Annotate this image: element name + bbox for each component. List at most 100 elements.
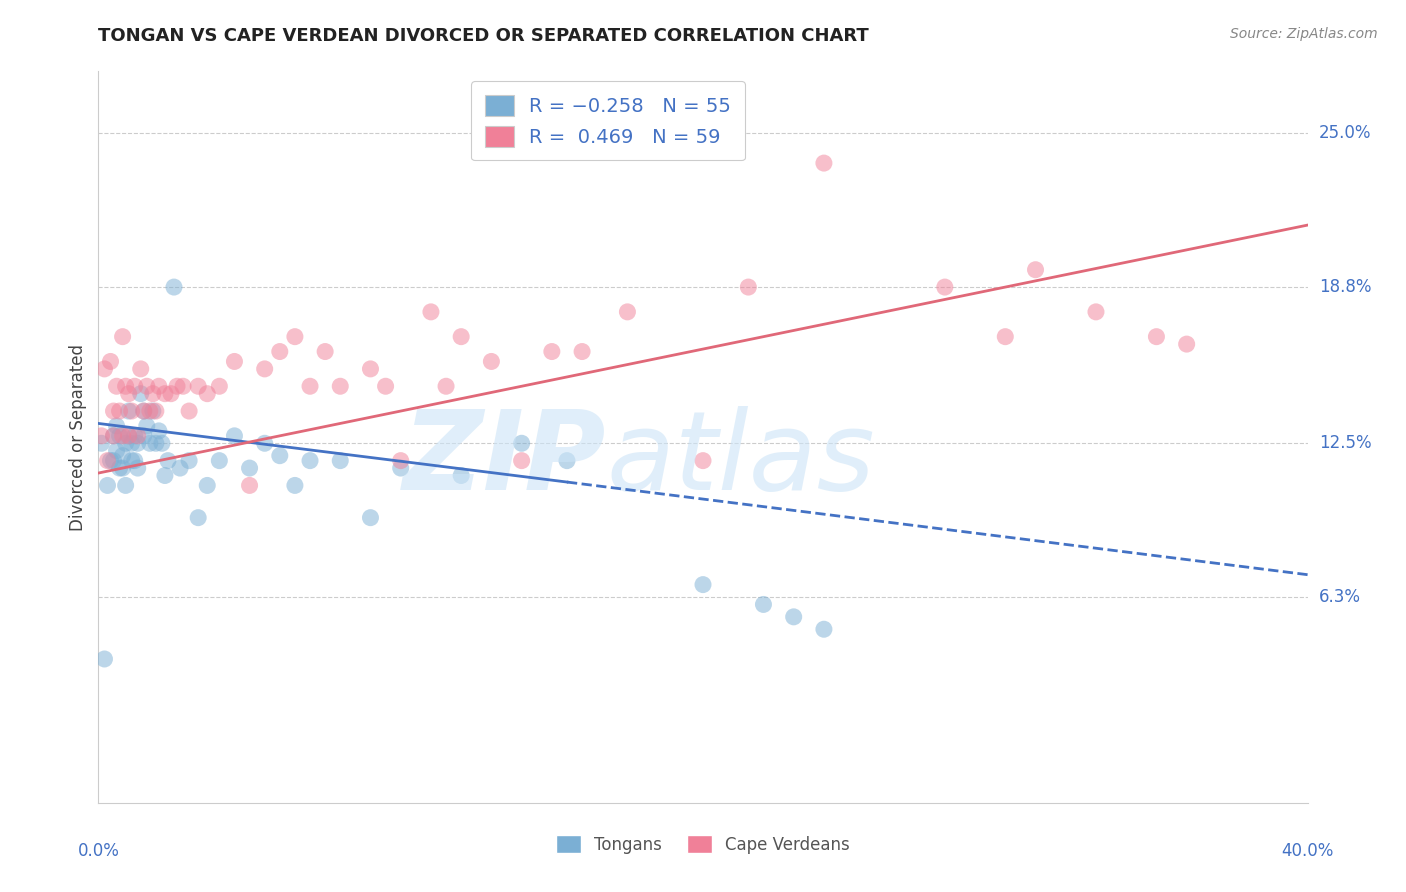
- Text: Source: ZipAtlas.com: Source: ZipAtlas.com: [1230, 27, 1378, 41]
- Point: [239, 461, 262, 475]
- Point: [156, 453, 179, 467]
- Legend: Tongans, Cape Verdeans: Tongans, Cape Verdeans: [550, 829, 856, 860]
- Point: [169, 461, 191, 475]
- Point: [224, 429, 246, 443]
- Text: atlas: atlas: [606, 406, 875, 513]
- Point: [105, 443, 128, 458]
- Point: [208, 379, 231, 393]
- Point: [111, 329, 134, 343]
- Point: [187, 510, 209, 524]
- Text: 40.0%: 40.0%: [1281, 842, 1334, 860]
- Point: [434, 379, 457, 393]
- Point: [111, 429, 134, 443]
- Point: [114, 478, 136, 492]
- Point: [105, 418, 128, 433]
- Point: [616, 305, 638, 319]
- Point: [90, 429, 112, 443]
- Point: [813, 156, 835, 170]
- Point: [103, 453, 125, 467]
- Point: [1144, 329, 1167, 343]
- Point: [153, 468, 176, 483]
- Point: [329, 453, 352, 467]
- Point: [108, 404, 131, 418]
- Point: [1175, 337, 1198, 351]
- Point: [934, 280, 956, 294]
- Point: [420, 305, 443, 319]
- Point: [132, 404, 155, 418]
- Point: [129, 362, 152, 376]
- Point: [166, 379, 188, 393]
- Point: [540, 344, 562, 359]
- Point: [195, 478, 218, 492]
- Point: [269, 449, 291, 463]
- Point: [118, 386, 141, 401]
- Point: [450, 329, 472, 343]
- Point: [103, 429, 125, 443]
- Point: [132, 429, 155, 443]
- Point: [111, 461, 134, 475]
- Point: [571, 344, 593, 359]
- Point: [179, 453, 201, 467]
- Point: [752, 598, 775, 612]
- Point: [253, 436, 276, 450]
- Point: [239, 478, 262, 492]
- Point: [374, 379, 396, 393]
- Point: [813, 622, 835, 636]
- Point: [124, 379, 146, 393]
- Point: [103, 404, 125, 418]
- Point: [108, 429, 131, 443]
- Point: [103, 429, 125, 443]
- Point: [299, 453, 322, 467]
- Point: [224, 354, 246, 368]
- Point: [135, 379, 157, 393]
- Point: [692, 453, 714, 467]
- Point: [127, 461, 149, 475]
- Point: [132, 404, 155, 418]
- Point: [148, 424, 170, 438]
- Point: [284, 478, 307, 492]
- Point: [145, 404, 167, 418]
- Point: [118, 429, 141, 443]
- Point: [121, 453, 143, 467]
- Point: [179, 404, 201, 418]
- Point: [100, 453, 122, 467]
- Point: [172, 379, 194, 393]
- Point: [737, 280, 759, 294]
- Point: [360, 510, 382, 524]
- Text: 0.0%: 0.0%: [77, 842, 120, 860]
- Point: [145, 436, 167, 450]
- Point: [135, 418, 157, 433]
- Point: [148, 379, 170, 393]
- Point: [329, 379, 352, 393]
- Point: [510, 436, 533, 450]
- Point: [360, 362, 382, 376]
- Y-axis label: Divorced or Separated: Divorced or Separated: [69, 343, 87, 531]
- Point: [114, 379, 136, 393]
- Point: [783, 610, 806, 624]
- Point: [108, 461, 131, 475]
- Point: [1085, 305, 1108, 319]
- Point: [118, 429, 141, 443]
- Point: [481, 354, 503, 368]
- Point: [208, 453, 231, 467]
- Point: [111, 449, 134, 463]
- Point: [142, 404, 165, 418]
- Point: [105, 379, 128, 393]
- Text: TONGAN VS CAPE VERDEAN DIVORCED OR SEPARATED CORRELATION CHART: TONGAN VS CAPE VERDEAN DIVORCED OR SEPAR…: [98, 27, 869, 45]
- Text: 18.8%: 18.8%: [1319, 278, 1371, 296]
- Point: [118, 404, 141, 418]
- Point: [269, 344, 291, 359]
- Point: [124, 429, 146, 443]
- Point: [93, 652, 115, 666]
- Point: [692, 577, 714, 591]
- Point: [187, 379, 209, 393]
- Point: [153, 386, 176, 401]
- Point: [129, 386, 152, 401]
- Point: [127, 429, 149, 443]
- Point: [90, 436, 112, 450]
- Point: [284, 329, 307, 343]
- Point: [114, 436, 136, 450]
- Text: 25.0%: 25.0%: [1319, 124, 1371, 143]
- Point: [96, 478, 118, 492]
- Point: [555, 453, 578, 467]
